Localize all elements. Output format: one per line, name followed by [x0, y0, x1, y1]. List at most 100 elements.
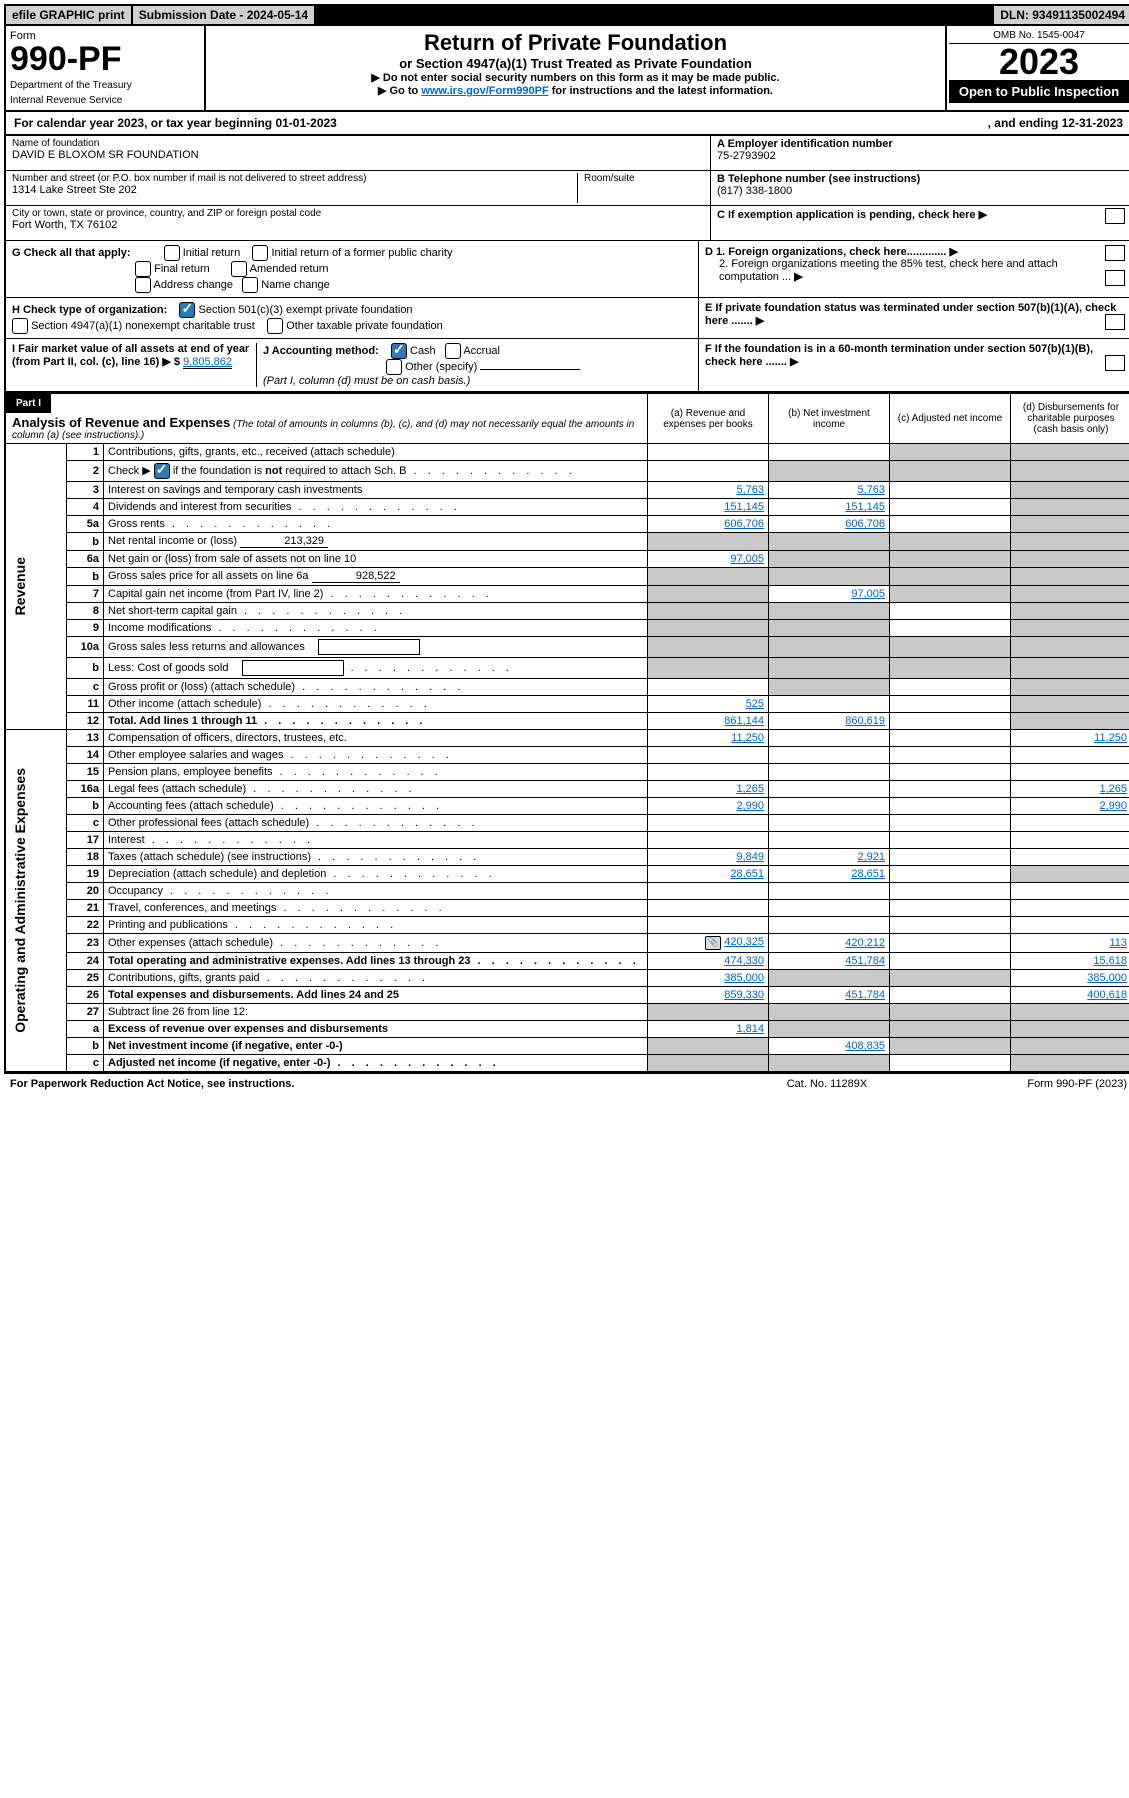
cell-value: [1011, 1038, 1129, 1055]
amount-link[interactable]: 28,651: [730, 868, 764, 880]
amount-link[interactable]: 11,250: [731, 732, 764, 744]
line-description: Taxes (attach schedule) (see instruction…: [104, 849, 648, 866]
table-row: 16aLegal fees (attach schedule)1,2651,26…: [5, 781, 1129, 798]
cell-value: [890, 516, 1011, 533]
initial-former-checkbox[interactable]: [252, 245, 268, 261]
table-row: 26Total expenses and disbursements. Add …: [5, 987, 1129, 1004]
cell-value: [769, 620, 890, 637]
cell-value: [1011, 713, 1129, 730]
expenses-side-label: Operating and Administrative Expenses: [10, 764, 30, 1037]
form990pf-link[interactable]: www.irs.gov/Form990PF: [421, 85, 548, 97]
amount-link[interactable]: 151,145: [724, 501, 764, 513]
f-checkbox[interactable]: [1105, 355, 1125, 371]
501c3-checkbox[interactable]: [179, 302, 195, 318]
cell-value: 420,212: [769, 934, 890, 953]
e-checkbox[interactable]: [1105, 314, 1125, 330]
amount-link[interactable]: 151,145: [845, 501, 885, 513]
row-h-e: H Check type of organization: Section 50…: [6, 298, 1129, 339]
address: 1314 Lake Street Ste 202: [12, 184, 577, 196]
amount-link[interactable]: 97,005: [851, 588, 885, 600]
dept-treasury: Department of the Treasury: [10, 80, 200, 91]
line-description: Pension plans, employee benefits: [104, 764, 648, 781]
address-change-checkbox[interactable]: [135, 277, 151, 293]
amount-link[interactable]: 2,990: [736, 800, 764, 812]
amount-link[interactable]: 420,212: [845, 937, 885, 949]
line-number: 2: [67, 461, 104, 482]
other-taxable-checkbox[interactable]: [267, 318, 283, 334]
line-description: Legal fees (attach schedule): [104, 781, 648, 798]
cell-value: [890, 637, 1011, 658]
amount-link[interactable]: 451,784: [845, 989, 885, 1001]
cell-value: [1011, 1021, 1129, 1038]
amount-link[interactable]: 97,005: [730, 553, 764, 565]
amount-link[interactable]: 861,144: [724, 715, 764, 727]
amount-link[interactable]: 2,990: [1099, 800, 1127, 812]
line-description: Income modifications: [104, 620, 648, 637]
line-number: 7: [67, 586, 104, 603]
line-description: Other expenses (attach schedule): [104, 934, 648, 953]
part1-header-row: Part I Analysis of Revenue and Expenses …: [5, 394, 1129, 444]
arrow-icon: ▶: [950, 246, 958, 258]
cell-value: 9,849: [648, 849, 769, 866]
amount-link[interactable]: 474,330: [724, 955, 764, 967]
amount-link[interactable]: 9,849: [736, 851, 764, 863]
amount-link[interactable]: 859,330: [724, 989, 764, 1001]
4947-checkbox[interactable]: [12, 318, 28, 334]
exemption-checkbox[interactable]: [1105, 208, 1125, 224]
header-right: OMB No. 1545-0047 2023 Open to Public In…: [945, 26, 1129, 110]
cell-value: 860,619: [769, 713, 890, 730]
amount-link[interactable]: 1,265: [736, 783, 764, 795]
table-row: 23Other expenses (attach schedule)📎 420,…: [5, 934, 1129, 953]
amount-link[interactable]: 2,921: [857, 851, 885, 863]
amount-link[interactable]: 525: [746, 698, 764, 710]
amended-return-checkbox[interactable]: [231, 261, 247, 277]
amount-link[interactable]: 860,619: [845, 715, 885, 727]
table-row: Revenue1Contributions, gifts, grants, et…: [5, 444, 1129, 461]
final-return-checkbox[interactable]: [135, 261, 151, 277]
cash-checkbox[interactable]: [391, 343, 407, 359]
calendar-year-row: For calendar year 2023, or tax year begi…: [4, 112, 1129, 136]
fmv-link[interactable]: 9,805,862: [183, 356, 232, 369]
part1-title: Analysis of Revenue and Expenses: [12, 415, 230, 430]
line-number: 20: [67, 883, 104, 900]
amount-link[interactable]: 11,250: [1094, 732, 1127, 744]
cell-value: [890, 1055, 1011, 1073]
cell-value: [769, 832, 890, 849]
accrual-checkbox[interactable]: [445, 343, 461, 359]
line-number: b: [67, 1038, 104, 1055]
amount-link[interactable]: 1,814: [736, 1023, 764, 1035]
submission-date: Submission Date - 2024-05-14: [133, 6, 314, 24]
amount-link[interactable]: 606,706: [724, 518, 764, 530]
amount-link[interactable]: 5,763: [736, 484, 764, 496]
arrow-icon: ▶: [794, 271, 802, 283]
amount-link[interactable]: 451,784: [845, 955, 885, 967]
efile-print-label[interactable]: efile GRAPHIC print: [6, 6, 131, 24]
phone-value: (817) 338-1800: [717, 185, 1125, 197]
amount-link[interactable]: 15,618: [1093, 955, 1127, 967]
cell-value: [769, 551, 890, 568]
attachment-icon[interactable]: 📎: [705, 936, 721, 950]
amount-link[interactable]: 400,618: [1087, 989, 1127, 1001]
other-method-checkbox[interactable]: [386, 359, 402, 375]
d1-checkbox[interactable]: [1105, 245, 1125, 261]
name-change-checkbox[interactable]: [242, 277, 258, 293]
schb-checkbox[interactable]: [154, 463, 170, 479]
amount-link[interactable]: 28,651: [851, 868, 885, 880]
amount-link[interactable]: 113: [1109, 937, 1127, 949]
initial-return-checkbox[interactable]: [164, 245, 180, 261]
cell-value: [769, 781, 890, 798]
amount-link[interactable]: 385,000: [1087, 972, 1127, 984]
amount-link[interactable]: 606,706: [845, 518, 885, 530]
cell-value: [648, 568, 769, 586]
line-description: Check ▶ if the foundation is not require…: [104, 461, 648, 482]
table-row: bLess: Cost of goods sold: [5, 658, 1129, 679]
amount-link[interactable]: 1,265: [1099, 783, 1127, 795]
cell-value: [890, 551, 1011, 568]
amount-link[interactable]: 420,325: [724, 936, 764, 948]
d2-checkbox[interactable]: [1105, 270, 1125, 286]
amount-link[interactable]: 408,835: [845, 1040, 885, 1052]
amount-link[interactable]: 385,000: [724, 972, 764, 984]
amount-link[interactable]: 5,763: [857, 484, 885, 496]
cal-pre: For calendar year 2023, or tax year begi…: [14, 116, 275, 130]
cell-value: 861,144: [648, 713, 769, 730]
